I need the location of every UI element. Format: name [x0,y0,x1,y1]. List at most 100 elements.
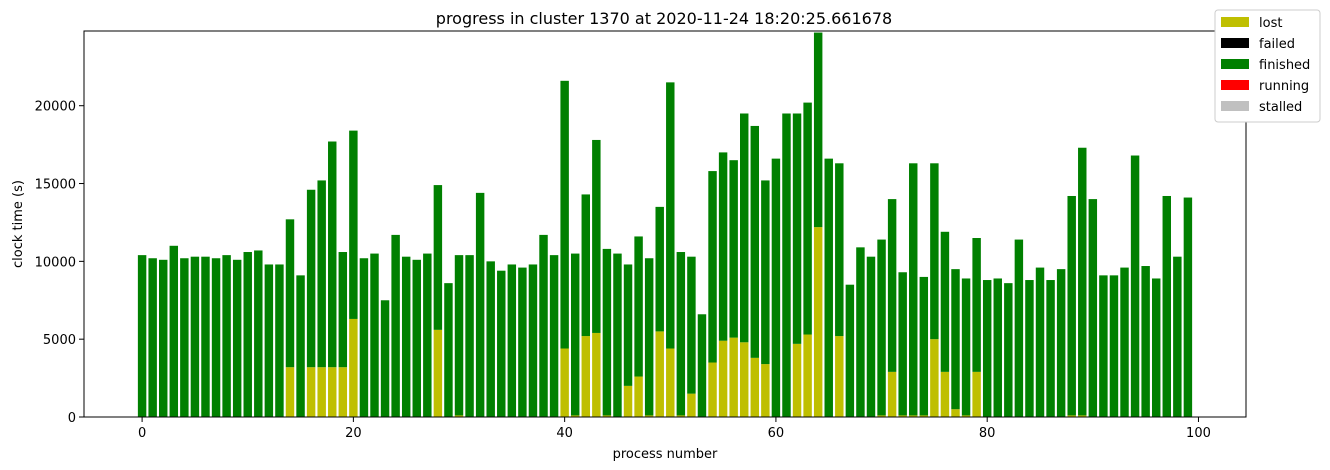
bar-lost-19 [338,367,348,417]
legend-label-stalled: stalled [1259,100,1302,115]
x-tick-label: 60 [768,426,785,441]
bar-lost-30 [454,415,464,417]
legend-swatch-finished [1221,59,1249,69]
bar-finished-17 [317,180,326,368]
bar-finished-44 [602,248,612,416]
bar-lost-71 [887,371,897,417]
bar-finished-40 [560,80,569,349]
bars-group [137,32,1193,417]
plot-frame [83,30,1247,418]
bar-lost-54 [708,362,717,417]
legend-label-running: running [1259,79,1309,94]
bar-lost-77 [951,409,960,417]
bar-finished-37 [528,264,538,417]
legend-label-failed: failed [1259,37,1295,52]
bar-finished-47 [634,236,643,377]
bar-finished-51 [676,252,686,416]
y-tick-label: 15000 [35,178,76,193]
bar-lost-20 [349,318,358,417]
bar-lost-50 [666,348,675,417]
bar-finished-59 [761,180,770,365]
bar-finished-28 [433,185,443,330]
y-tick-label: 20000 [35,100,76,115]
bar-finished-86 [1046,280,1055,417]
bar-finished-3 [169,245,179,417]
legend-label-finished: finished [1259,58,1310,73]
bar-finished-94 [1130,155,1140,417]
bar-finished-21 [359,258,369,417]
bar-finished-6 [201,256,210,417]
x-tick-label: 20 [345,426,362,441]
bar-finished-50 [666,82,675,349]
x-ticks: 0 20 40 60 80 100 [138,417,1211,441]
bar-finished-41 [570,253,580,416]
bar-lost-56 [729,337,738,417]
bar-finished-67 [845,284,855,417]
bar-lost-55 [718,340,728,417]
bar-lost-88 [1067,415,1076,417]
bar-finished-56 [729,160,738,338]
y-tick-label: 0 [68,411,76,426]
legend-label-lost: lost [1259,16,1282,31]
bar-finished-38 [539,234,548,417]
bar-finished-97 [1162,195,1171,417]
bar-finished-78 [961,278,971,416]
bar-lost-14 [285,367,295,417]
bar-finished-77 [951,269,960,410]
bar-finished-99 [1183,197,1193,417]
bar-finished-84 [1025,280,1034,417]
bar-finished-82 [1004,283,1013,417]
bar-lost-51 [676,415,686,417]
bar-lost-79 [972,371,981,417]
x-tick-label: 40 [556,426,573,441]
bar-finished-65 [824,158,833,417]
bar-lost-78 [961,415,971,417]
bar-finished-91 [1099,275,1108,417]
bar-finished-31 [465,255,474,417]
bar-finished-29 [444,283,453,417]
bar-finished-61 [782,113,791,417]
bar-finished-26 [412,259,421,417]
bar-lost-73 [909,415,918,417]
bar-lost-41 [570,415,580,417]
legend-swatch-lost [1221,17,1249,27]
y-tick-label: 5000 [43,333,76,348]
bar-finished-8 [222,255,231,417]
bar-finished-32 [475,192,485,417]
bar-lost-43 [592,332,601,417]
y-ticks: 0 5000 10000 15000 20000 [35,100,84,426]
bar-finished-52 [687,256,696,394]
bar-lost-57 [740,342,749,417]
bar-finished-22 [370,253,379,417]
legend-swatch-running [1221,80,1249,90]
bar-finished-90 [1088,199,1098,417]
bar-finished-87 [1056,269,1066,417]
bar-finished-49 [655,206,664,332]
bar-finished-58 [750,125,760,358]
bar-finished-60 [771,158,781,417]
x-axis-label: process number [613,447,718,462]
x-tick-label: 100 [1186,426,1211,441]
bar-finished-25 [401,256,411,417]
bar-lost-47 [634,376,643,417]
bar-finished-85 [1035,267,1045,417]
bar-finished-98 [1173,256,1182,417]
bar-finished-96 [1151,278,1161,417]
bar-finished-55 [718,152,728,341]
bar-finished-63 [803,102,812,335]
bar-finished-5 [190,256,200,417]
bar-finished-42 [581,194,590,337]
bar-finished-16 [306,189,316,368]
bar-finished-34 [497,270,506,417]
bar-finished-80 [982,280,992,417]
bar-finished-24 [391,234,400,417]
bar-lost-40 [560,348,569,417]
bar-finished-35 [507,264,517,417]
bar-finished-69 [866,256,876,417]
bar-lost-70 [877,415,886,417]
bar-lost-66 [835,336,844,417]
bar-finished-7 [211,258,221,417]
bar-finished-66 [835,163,844,337]
bar-lost-76 [940,371,950,417]
